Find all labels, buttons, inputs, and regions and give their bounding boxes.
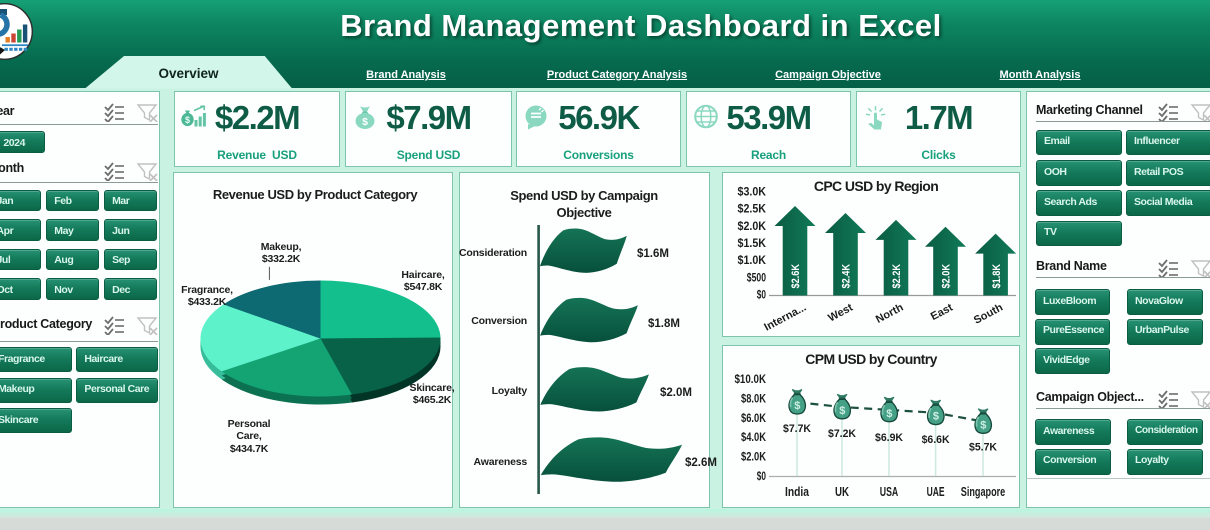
- svg-text:$500: $500: [747, 272, 766, 284]
- svg-text:$0: $0: [757, 290, 766, 302]
- svg-text:UK: UK: [835, 485, 849, 499]
- svg-text:$6.9K: $6.9K: [875, 432, 903, 444]
- svg-text:$2.0M: $2.0M: [660, 387, 692, 399]
- svg-text:$6.0K: $6.0K: [741, 413, 767, 425]
- svg-text:$1.8K: $1.8K: [991, 264, 1003, 289]
- svg-text:$1.0K: $1.0K: [738, 255, 767, 267]
- svg-text:$7.2K: $7.2K: [828, 428, 856, 440]
- svg-text:$2.6M: $2.6M: [685, 457, 717, 469]
- svg-text:$2.0K: $2.0K: [738, 221, 767, 233]
- svg-text:$7.7K: $7.7K: [783, 423, 811, 435]
- svg-text:$3.0K: $3.0K: [738, 186, 767, 198]
- svg-text:$: $: [362, 116, 368, 128]
- svg-text:$1.5K: $1.5K: [738, 238, 767, 250]
- svg-text:$2.0K: $2.0K: [741, 452, 767, 464]
- svg-text:$2.0K: $2.0K: [941, 264, 953, 289]
- svg-text:$2.4K: $2.4K: [841, 264, 853, 289]
- svg-text:$1.8M: $1.8M: [648, 318, 680, 330]
- svg-text:UAE: UAE: [927, 485, 945, 499]
- svg-text:$: $: [185, 115, 190, 125]
- svg-text:$0: $0: [757, 471, 766, 483]
- svg-text:$2.2K: $2.2K: [891, 264, 903, 289]
- svg-text:$6.6K: $6.6K: [922, 434, 950, 446]
- svg-text:$2.6K: $2.6K: [790, 264, 802, 289]
- svg-text:$10.0K: $10.0K: [735, 374, 767, 386]
- svg-text:$5.7K: $5.7K: [969, 442, 997, 454]
- svg-text:$4.0K: $4.0K: [741, 432, 767, 444]
- svg-text:USA: USA: [880, 485, 899, 499]
- svg-text:Singapore: Singapore: [961, 485, 1006, 499]
- svg-text:$1.6M: $1.6M: [637, 248, 669, 260]
- svg-text:$8.0K: $8.0K: [741, 393, 767, 405]
- svg-text:$2.5K: $2.5K: [738, 204, 767, 216]
- svg-text:India: India: [785, 485, 810, 499]
